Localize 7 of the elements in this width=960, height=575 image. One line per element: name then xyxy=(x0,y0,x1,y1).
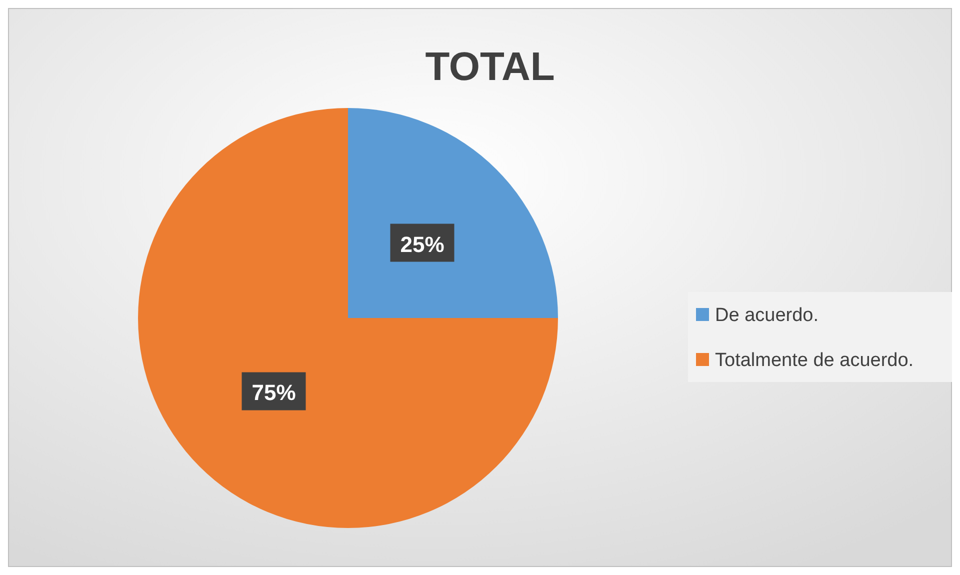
data-label: 25% xyxy=(400,232,444,257)
legend-label: Totalmente de acuerdo. xyxy=(715,350,914,371)
legend-label: De acuerdo. xyxy=(715,305,819,326)
chart-title: TOTAL xyxy=(425,45,555,89)
pie-slice xyxy=(138,108,558,528)
data-label: 75% xyxy=(252,380,296,406)
pie-slice xyxy=(348,108,558,318)
